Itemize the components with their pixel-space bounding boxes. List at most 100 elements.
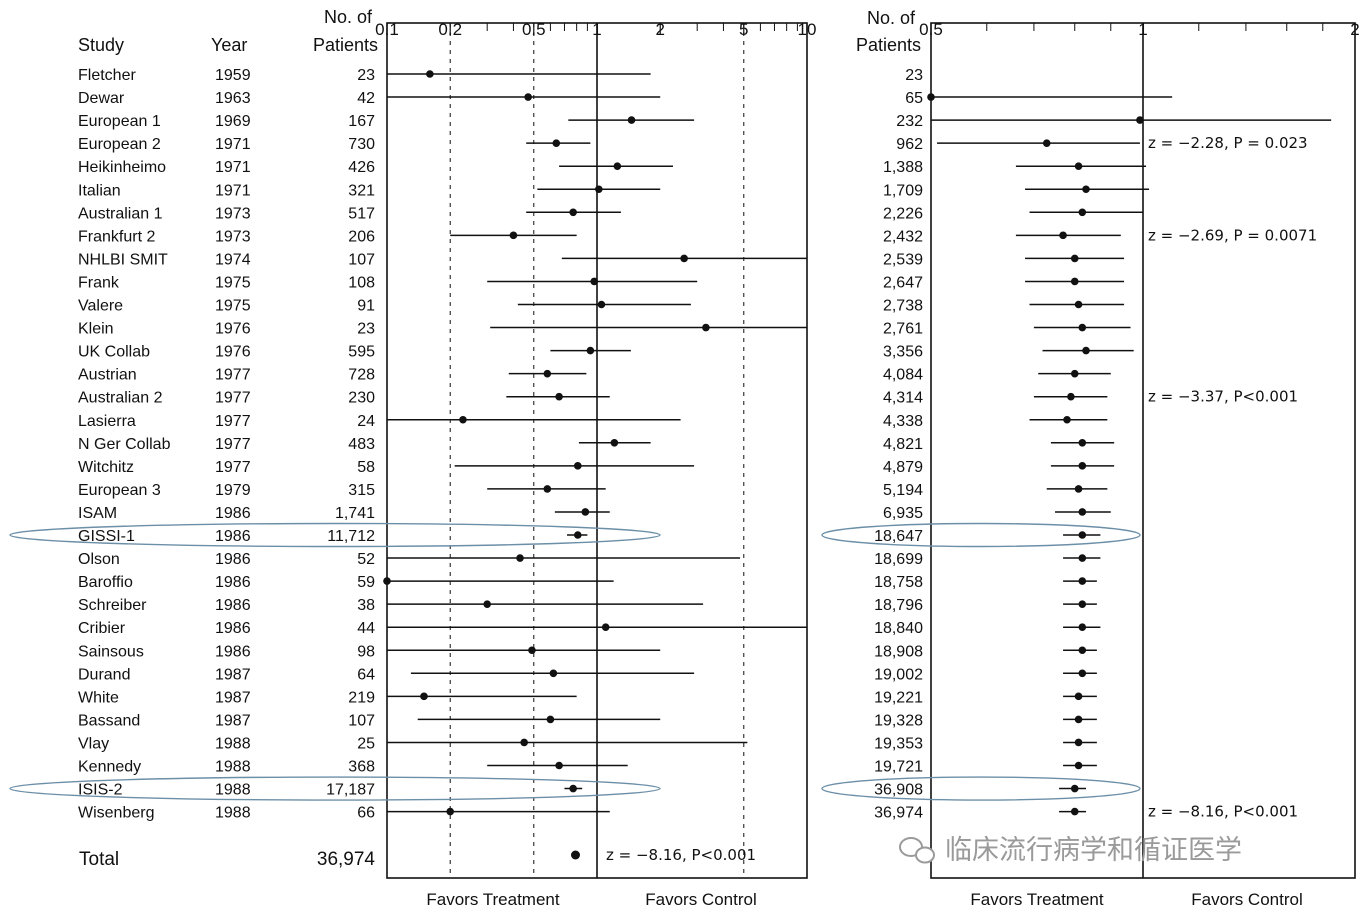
study-name: Australian 2 — [78, 390, 163, 407]
cumulative-point — [1078, 600, 1087, 608]
study-point — [586, 346, 595, 355]
left-favors-control: Favors Control — [645, 890, 756, 909]
study-name: Italian — [78, 182, 121, 199]
cumulative-row: 19,353 — [874, 735, 1097, 752]
study-point — [524, 93, 532, 101]
study-name: Heikinheimo — [78, 159, 166, 176]
study-patients: 52 — [357, 551, 375, 568]
study-row: ISIS-2 1988 17,187 — [78, 782, 583, 799]
right-favors-treatment: Favors Treatment — [970, 890, 1103, 909]
cumulative-point — [1070, 254, 1079, 263]
study-patients: 206 — [348, 228, 375, 245]
study-point — [610, 439, 619, 447]
left-tick-label: 0.5 — [522, 20, 546, 39]
study-name: Wisenberg — [78, 805, 154, 822]
study-row: Australian 1 1973 517 — [78, 205, 621, 222]
study-name: Klein — [78, 321, 114, 338]
cumulative-patients: 36,974 — [874, 805, 923, 822]
study-patients: 1,741 — [335, 505, 375, 522]
z-annotation: z = −2.69, P = 0.0071 — [1148, 226, 1317, 244]
study-point — [520, 738, 528, 747]
study-patients: 368 — [348, 759, 375, 776]
study-row: Sainsous 1986 98 — [78, 643, 661, 660]
cumulative-patients: 19,353 — [874, 735, 923, 752]
cumulative-patients: 2,432 — [883, 228, 923, 245]
study-patients: 42 — [357, 90, 375, 107]
cumulative-patients: 19,002 — [874, 666, 923, 683]
study-row: Vlay 1988 25 — [78, 735, 748, 752]
study-row: European 2 1971 730 — [78, 136, 591, 153]
study-patients: 517 — [348, 205, 375, 222]
total-point — [571, 850, 581, 860]
study-row: Fletcher 1959 23 — [78, 67, 651, 84]
cumulative-point — [1078, 208, 1087, 217]
study-name: Vlay — [78, 735, 109, 752]
study-name: Schreiber — [78, 597, 147, 614]
left-reference-lines — [449, 23, 745, 878]
study-point — [420, 692, 428, 701]
study-point — [383, 577, 391, 585]
study-row: NHLBI SMIT 1974 107 — [78, 251, 807, 268]
cumulative-point — [1074, 300, 1083, 309]
cumulative-row: 18,758 — [874, 574, 1097, 591]
study-name: White — [78, 689, 119, 706]
study-name: UK Collab — [78, 344, 150, 361]
study-patients: 230 — [348, 390, 375, 407]
cumulative-patients: 5,194 — [883, 482, 923, 499]
cumulative-point — [1070, 807, 1079, 816]
study-point — [543, 369, 552, 378]
study-year: 1979 — [215, 482, 251, 499]
study-point — [680, 254, 688, 263]
z-annotations: z = −2.28, P = 0.023 z = −2.69, P = 0.007… — [1148, 134, 1317, 820]
cumulative-patients: 962 — [896, 136, 923, 153]
cumulative-patients: 18,840 — [874, 620, 923, 637]
study-point — [446, 807, 455, 816]
study-point — [581, 508, 590, 516]
cumulative-patients: 232 — [896, 113, 923, 130]
study-year: 1971 — [215, 136, 251, 153]
study-year: 1977 — [215, 390, 251, 407]
study-year: 1986 — [215, 505, 251, 522]
study-row: Bassand 1987 107 — [78, 712, 661, 729]
cumulative-patients: 2,738 — [883, 298, 923, 315]
left-tick-label: 0.2 — [438, 20, 462, 39]
study-name: Bassand — [78, 712, 140, 729]
header-cum-patients-line2: Patients — [856, 35, 921, 55]
study-name: Cribier — [78, 620, 126, 637]
study-point — [459, 415, 467, 424]
header-cum-patients-line1: No. of — [867, 8, 916, 28]
study-patients: 66 — [357, 805, 375, 822]
cumulative-row: 1,709 — [883, 182, 1150, 199]
cumulative-point — [1063, 415, 1071, 424]
study-patients: 17,187 — [326, 782, 375, 799]
right-tick-label: 1 — [1138, 20, 1147, 39]
study-point — [528, 646, 536, 655]
cumulative-row: 6,935 — [883, 505, 1111, 522]
cumulative-row: 2,761 — [883, 321, 1131, 338]
study-year: 1973 — [215, 228, 251, 245]
cumulative-point — [1074, 162, 1083, 170]
study-year: 1971 — [215, 182, 251, 199]
study-patients: 64 — [357, 666, 375, 683]
study-patients: 730 — [348, 136, 375, 153]
study-rows: Fletcher 1959 23 Dewar 1963 42 European 1 1969 1… — [78, 67, 807, 822]
left-tick-label: 5 — [739, 20, 748, 39]
study-point — [546, 715, 555, 724]
left-tick-label: 2 — [655, 20, 664, 39]
study-year: 1986 — [215, 597, 251, 614]
cumulative-patients: 19,221 — [874, 689, 923, 706]
study-point — [597, 300, 606, 309]
cumulative-row: 36,908 — [874, 782, 1087, 799]
z-annotation: z = −3.37, P<0.001 — [1148, 388, 1298, 406]
study-row: Lasierra 1977 24 — [78, 413, 681, 430]
left-highlight-ellipse — [9, 776, 661, 801]
cumulative-patients: 18,647 — [874, 528, 923, 545]
study-row: Heikinheimo 1971 426 — [78, 159, 673, 176]
study-year: 1977 — [215, 413, 251, 430]
study-name: Valere — [78, 298, 123, 315]
cumulative-row: 2,539 — [883, 251, 1125, 268]
cumulative-row: 18,647 — [874, 528, 1101, 545]
cumulative-patients: 18,758 — [874, 574, 923, 591]
study-point — [590, 277, 599, 286]
right-highlight-ellipse — [821, 776, 1141, 801]
